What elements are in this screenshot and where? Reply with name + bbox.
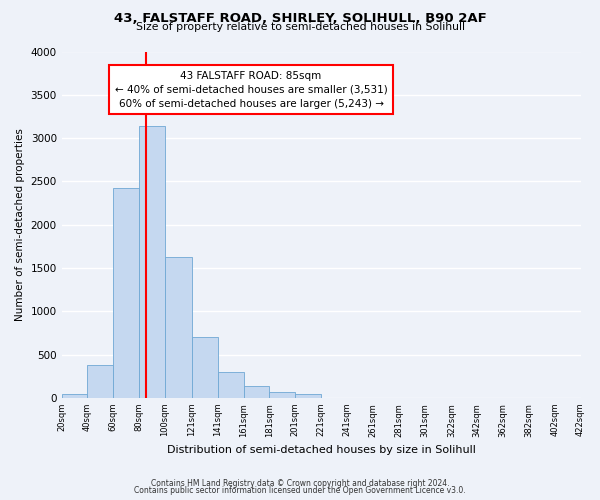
Text: 43 FALSTAFF ROAD: 85sqm
← 40% of semi-detached houses are smaller (3,531)
60% of: 43 FALSTAFF ROAD: 85sqm ← 40% of semi-de… xyxy=(115,70,388,108)
Bar xyxy=(218,372,244,398)
Text: 43, FALSTAFF ROAD, SHIRLEY, SOLIHULL, B90 2AF: 43, FALSTAFF ROAD, SHIRLEY, SOLIHULL, B9… xyxy=(113,12,487,26)
Bar xyxy=(139,126,165,398)
X-axis label: Distribution of semi-detached houses by size in Solihull: Distribution of semi-detached houses by … xyxy=(167,445,476,455)
Bar xyxy=(244,386,269,398)
Bar xyxy=(269,392,295,398)
Text: Contains HM Land Registry data © Crown copyright and database right 2024.: Contains HM Land Registry data © Crown c… xyxy=(151,478,449,488)
Text: Size of property relative to semi-detached houses in Solihull: Size of property relative to semi-detach… xyxy=(136,22,464,32)
Bar xyxy=(165,257,192,398)
Text: Contains public sector information licensed under the Open Government Licence v3: Contains public sector information licen… xyxy=(134,486,466,495)
Bar xyxy=(62,394,88,398)
Bar xyxy=(192,338,218,398)
Y-axis label: Number of semi-detached properties: Number of semi-detached properties xyxy=(15,128,25,321)
Bar xyxy=(113,188,139,398)
Bar xyxy=(295,394,321,398)
Bar xyxy=(88,365,113,398)
